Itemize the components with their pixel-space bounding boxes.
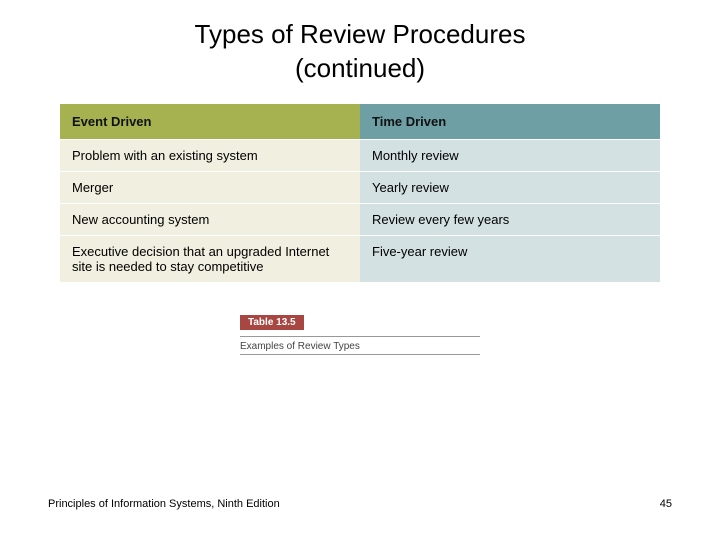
caption-text: Examples of Review Types: [240, 341, 480, 352]
table-row: Problem with an existing system Monthly …: [60, 139, 660, 171]
cell-time: Five-year review: [360, 235, 660, 282]
table-row: Executive decision that an upgraded Inte…: [60, 235, 660, 282]
table-row: Merger Yearly review: [60, 171, 660, 203]
table-header-row: Event Driven Time Driven: [60, 104, 660, 140]
header-event-driven: Event Driven: [60, 104, 360, 140]
caption-rule: [240, 354, 480, 355]
footer-page-number: 45: [660, 498, 672, 510]
cell-event: Merger: [60, 171, 360, 203]
title-line-2: (continued): [295, 53, 425, 83]
title-line-1: Types of Review Procedures: [195, 19, 526, 49]
cell-event: Problem with an existing system: [60, 139, 360, 171]
caption-rule: [240, 336, 480, 337]
footer-source: Principles of Information Systems, Ninth…: [48, 498, 280, 510]
cell-time: Review every few years: [360, 203, 660, 235]
cell-time: Yearly review: [360, 171, 660, 203]
cell-time: Monthly review: [360, 139, 660, 171]
slide-title: Types of Review Procedures (continued): [0, 18, 720, 86]
cell-event: Executive decision that an upgraded Inte…: [60, 235, 360, 282]
table-caption-block: Table 13.5 Examples of Review Types: [240, 312, 480, 355]
review-types-table: Event Driven Time Driven Problem with an…: [60, 104, 660, 282]
table-row: New accounting system Review every few y…: [60, 203, 660, 235]
header-time-driven: Time Driven: [360, 104, 660, 140]
cell-event: New accounting system: [60, 203, 360, 235]
slide: Types of Review Procedures (continued) E…: [0, 0, 720, 540]
caption-label: Table 13.5: [240, 315, 304, 330]
